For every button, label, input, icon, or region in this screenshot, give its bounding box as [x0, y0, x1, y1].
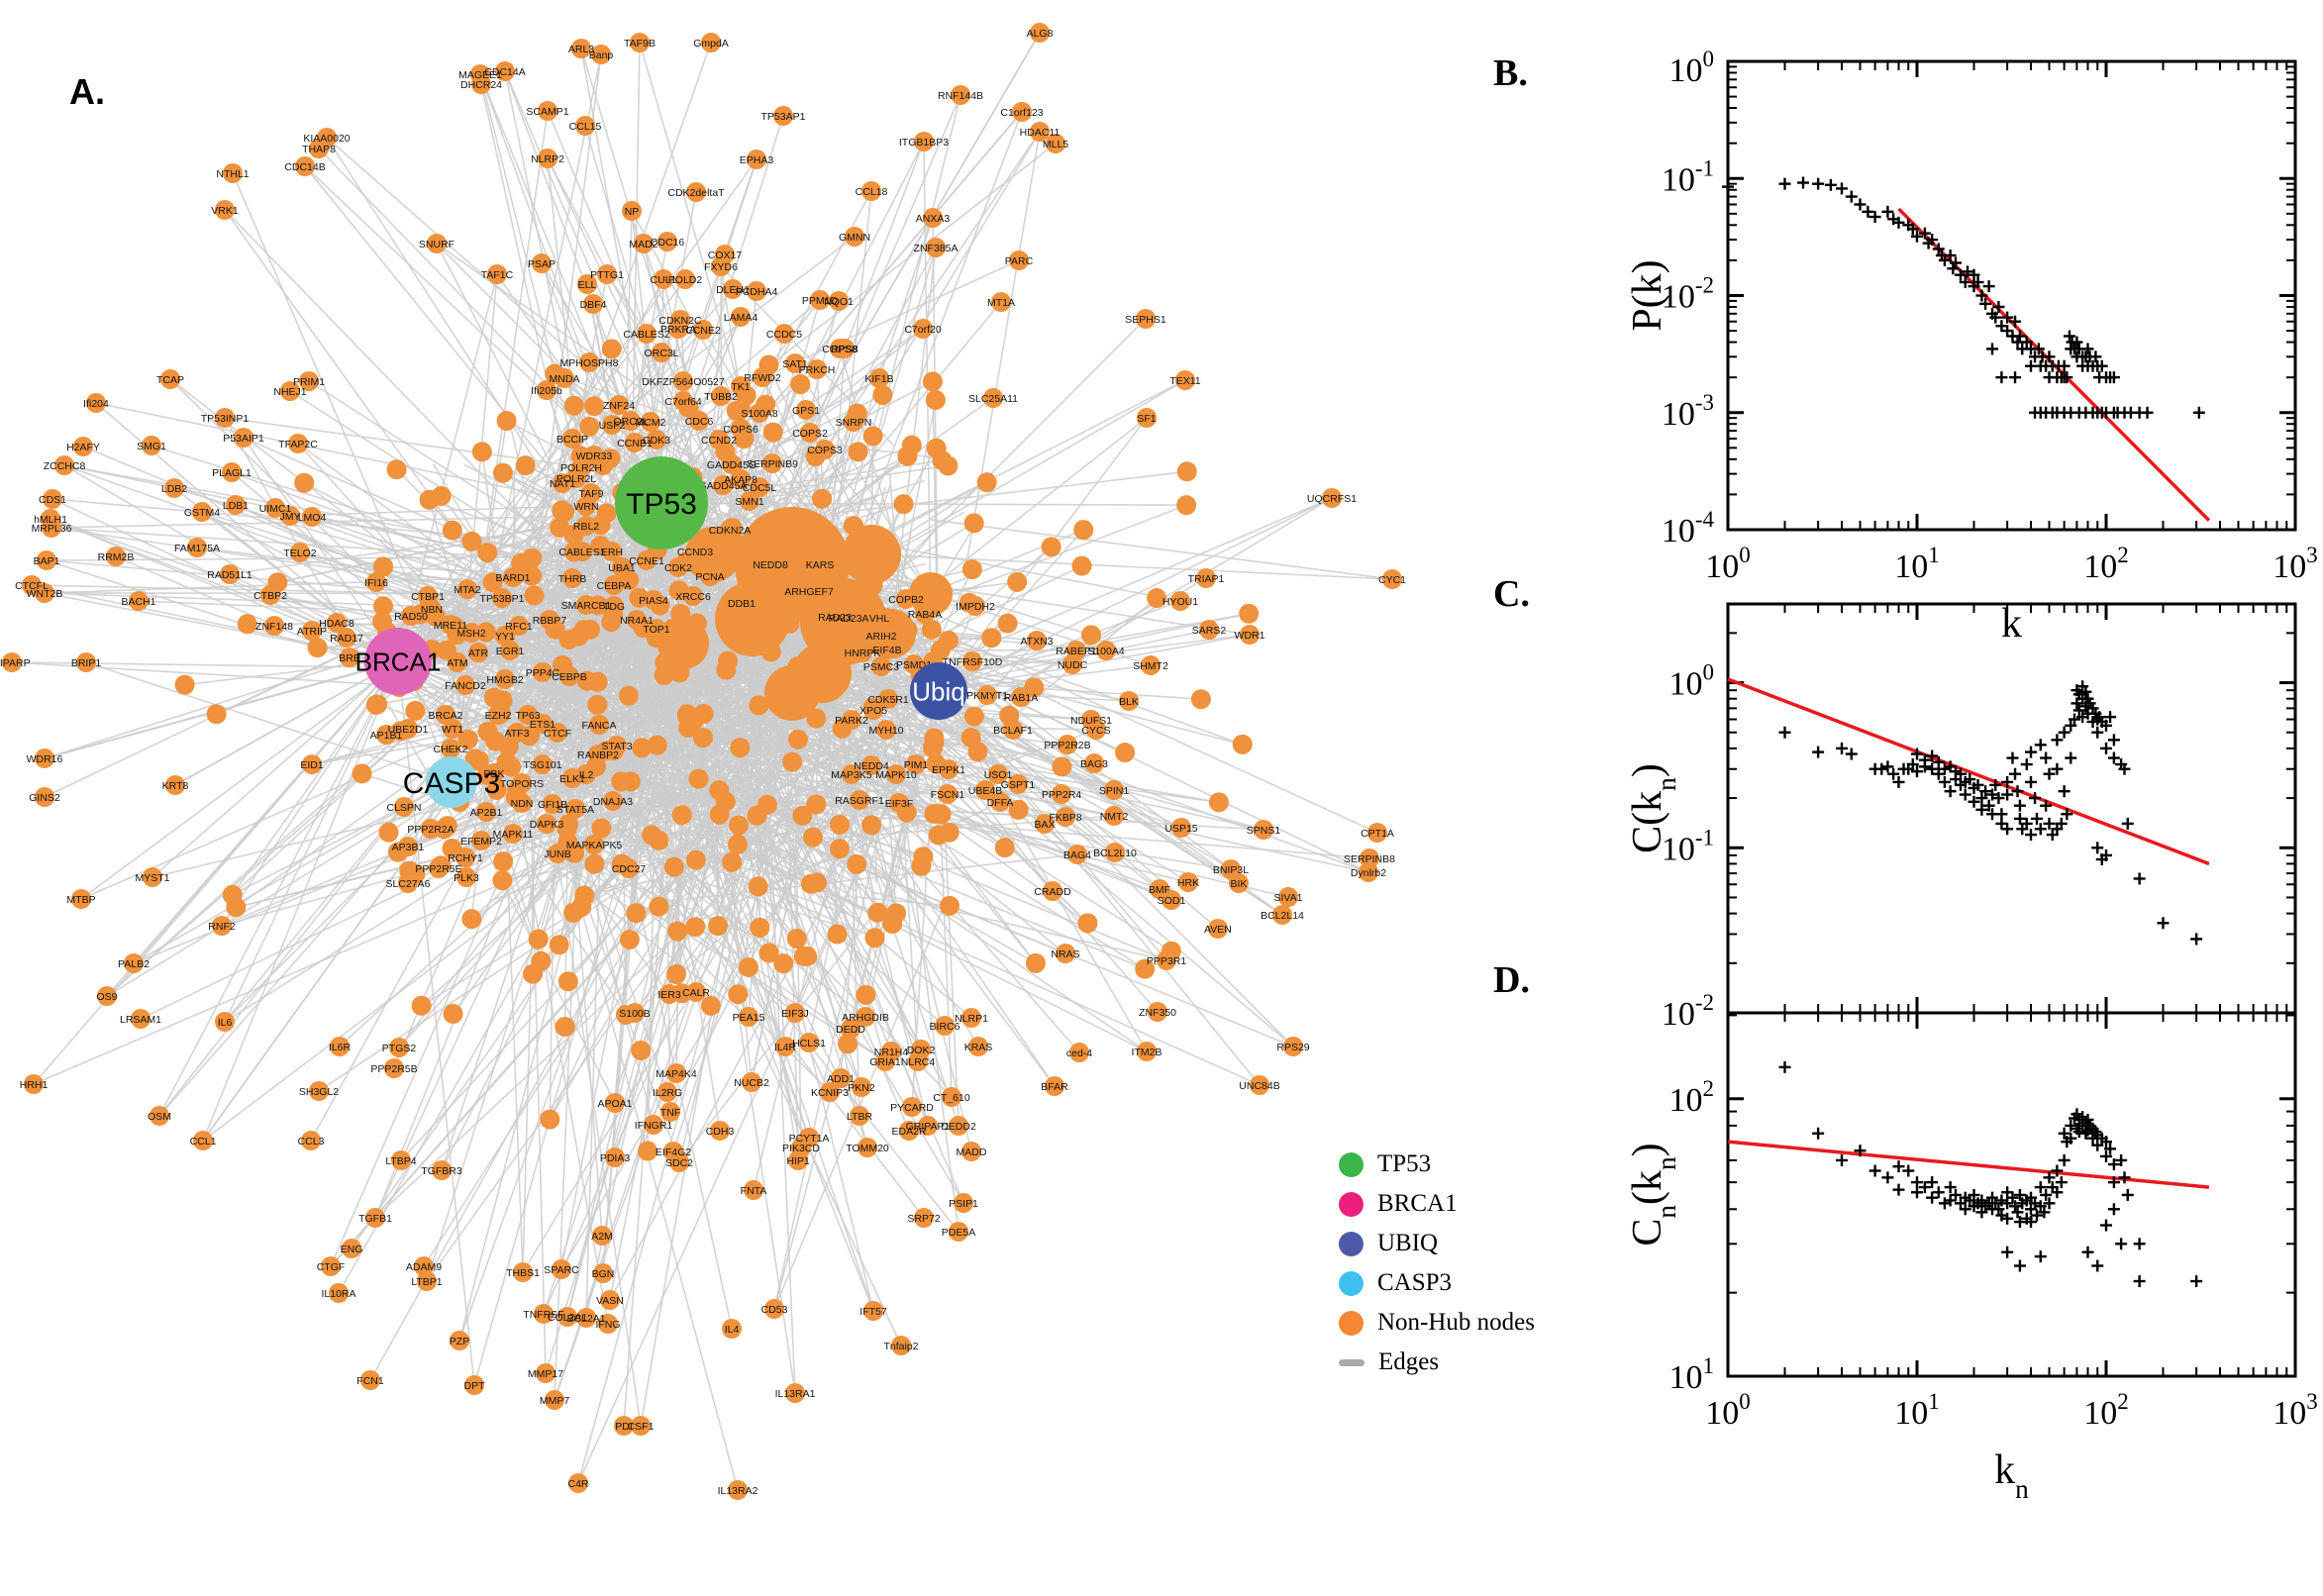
- y-tick-label: 10-4: [1662, 507, 1715, 549]
- legend-label: Non-Hub nodes: [1377, 1309, 1536, 1336]
- network-edge: [931, 519, 1393, 580]
- network-edge: [663, 710, 876, 939]
- legend-dot-icon: [1339, 1191, 1364, 1217]
- y-tick-label: 101: [1669, 1353, 1715, 1396]
- network-edge: [768, 809, 796, 1394]
- network-edge: [938, 690, 1115, 791]
- legend-item: TP53: [1339, 1145, 1535, 1184]
- network-edge: [660, 459, 943, 504]
- y-tick-label: 10-3: [1662, 390, 1714, 433]
- legend-label: CASP3: [1377, 1269, 1453, 1296]
- network-edge: [400, 502, 662, 733]
- plot-ticks: [1728, 604, 2295, 1013]
- network-edge: [791, 798, 798, 940]
- legend-dot-icon: [1339, 1231, 1364, 1256]
- network-edge: [660, 502, 979, 1047]
- network-edge: [575, 488, 580, 637]
- network-edge: [577, 848, 752, 1484]
- legend-item: UBIQ: [1339, 1224, 1535, 1263]
- x-tick-label: 101: [1894, 1389, 1940, 1432]
- y-tick-label: 100: [1669, 660, 1715, 703]
- legend-item: CASP3: [1339, 1263, 1535, 1303]
- network-edge: [557, 502, 662, 946]
- fit-line: [1727, 677, 2210, 866]
- legend-label: TP53: [1377, 1150, 1432, 1177]
- network-edge: [538, 584, 585, 631]
- network-edge: [232, 781, 453, 896]
- network-edge: [938, 690, 1219, 930]
- legend-dot-icon: [1339, 1310, 1364, 1336]
- network-edge: [289, 502, 662, 517]
- x-tick-label: 103: [2272, 1389, 2318, 1432]
- network-edge: [549, 461, 561, 1120]
- legend-item: Non-Hub nodes: [1339, 1303, 1535, 1343]
- network-edge: [423, 768, 742, 1267]
- network-edge: [158, 673, 549, 1117]
- network-edge: [590, 579, 964, 1204]
- x-tick-label: 100: [1705, 1389, 1751, 1432]
- x-tick-label: 101: [1894, 543, 1940, 585]
- network-edge: [51, 498, 506, 541]
- y-tick-label: 100: [1669, 47, 1715, 89]
- plot-ticks: [1728, 61, 2295, 530]
- x-axis-label: k: [2001, 601, 2022, 647]
- network-edge: [585, 567, 610, 1319]
- network-edge: [563, 696, 570, 1028]
- network-edge: [397, 273, 498, 662]
- legend-item: Edges: [1339, 1343, 1535, 1382]
- legend-item: BRCA1: [1339, 1184, 1535, 1224]
- y-axis-label: Cn(kn): [1625, 1143, 1681, 1246]
- x-tick-label: 102: [2083, 543, 2129, 585]
- network-edge: [870, 553, 1393, 580]
- network-edge: [317, 647, 562, 671]
- plot-points: [1778, 680, 2203, 946]
- y-tick-label: 102: [1669, 1076, 1715, 1119]
- legend-edge-icon: [1339, 1358, 1364, 1366]
- x-axis-label: kn: [1994, 1447, 2029, 1504]
- panel-label-b: B.: [1493, 52, 1528, 94]
- legend-dot-icon: [1339, 1270, 1364, 1296]
- legend-dot-icon: [1339, 1151, 1364, 1177]
- plot-points: [1778, 1060, 2203, 1288]
- legend-label: BRCA1: [1377, 1190, 1458, 1217]
- panel-label-c: C.: [1493, 573, 1530, 615]
- network-edge: [963, 131, 1041, 572]
- network-edge: [426, 694, 613, 1282]
- y-tick-label: 10-1: [1662, 155, 1714, 198]
- x-tick-label: 100: [1705, 543, 1751, 585]
- panel-label-a: A.: [69, 71, 105, 112]
- network-edge: [527, 703, 547, 1374]
- network-edge: [710, 660, 936, 1007]
- x-tick-label: 102: [2083, 1389, 2129, 1432]
- network-edge: [841, 379, 1186, 556]
- network-edge: [644, 752, 798, 940]
- network-panel: KIAA0020THAP8CDC14BNTHL1VRK1MAGEE1CDC14A…: [0, 23, 1406, 1500]
- network-edge: [549, 571, 807, 1120]
- network-legend: TP53 BRCA1 UBIQ CASP3 Non-Hub nodes Edges: [1339, 1145, 1535, 1382]
- panel-label-d: D.: [1493, 959, 1530, 1001]
- network-edge: [824, 568, 973, 881]
- network-edge: [451, 273, 498, 783]
- network-edge: [502, 738, 784, 964]
- x-tick-label: 103: [2272, 543, 2318, 585]
- network-edge: [85, 661, 453, 783]
- plot-points: [1722, 176, 2205, 419]
- plot-frame: [1726, 602, 2297, 1015]
- legend-label: Edges: [1378, 1348, 1440, 1375]
- y-axis-label: P(k): [1625, 259, 1670, 331]
- fit-line: [1727, 1140, 2210, 1189]
- legend-label: UBIQ: [1377, 1230, 1439, 1256]
- plot-frame: [1726, 59, 2297, 532]
- y-tick-label: 10-2: [1662, 990, 1714, 1033]
- network-edge: [841, 728, 859, 911]
- network-edge: [397, 278, 686, 662]
- network-edge: [318, 148, 662, 504]
- network-edge: [678, 830, 941, 1163]
